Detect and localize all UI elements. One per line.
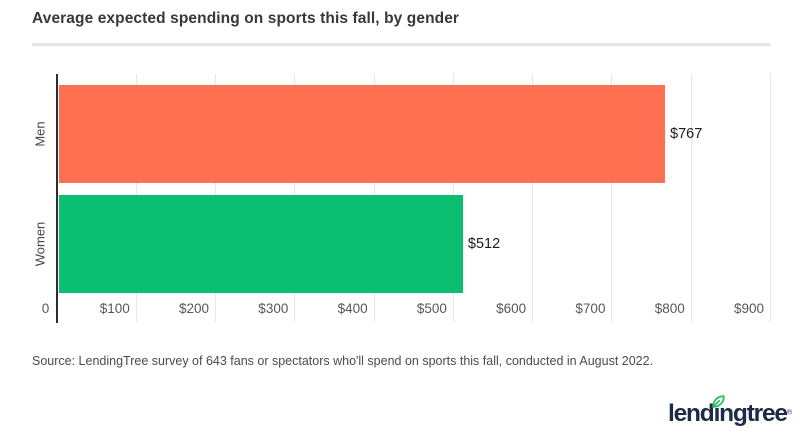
source-note: Source: LendingTree survey of 643 fans o…: [32, 354, 654, 368]
gridline-900: [770, 74, 771, 322]
category-label-men: Men: [32, 121, 48, 147]
bar-women: [58, 195, 463, 293]
value-label-women: $512: [467, 236, 501, 252]
x-tick-label-400: $400: [337, 301, 368, 316]
lendingtree-wordmark: lendingtree: [668, 400, 788, 427]
x-tick-label-700: $700: [575, 301, 606, 316]
x-tick-label-100: $100: [99, 301, 130, 316]
x-tick-label-900: $900: [733, 301, 765, 316]
gridline-800: [690, 74, 692, 322]
title-divider: [32, 43, 770, 46]
category-label-women: Women: [32, 221, 48, 267]
chart-title: Average expected spending on sports this…: [32, 10, 460, 27]
x-tick-label-300: $300: [258, 301, 289, 316]
x-tick-label-200: $200: [179, 301, 210, 316]
gridline-600: [532, 74, 534, 322]
value-label-men: $767: [670, 126, 703, 142]
leaf-icon: [710, 393, 727, 410]
x-tick-label-800: $800: [654, 301, 685, 316]
x-tick-label-500: $500: [416, 301, 447, 316]
registered-mark: ®: [786, 409, 793, 417]
y-axis-line: [55, 74, 59, 323]
lendingtree-logo: lendingtree®: [668, 393, 792, 428]
x-tick-label-0: 0: [41, 301, 50, 316]
bar-men: [58, 85, 666, 183]
x-tick-label-600: $600: [496, 301, 527, 316]
gridline-700: [611, 74, 613, 322]
